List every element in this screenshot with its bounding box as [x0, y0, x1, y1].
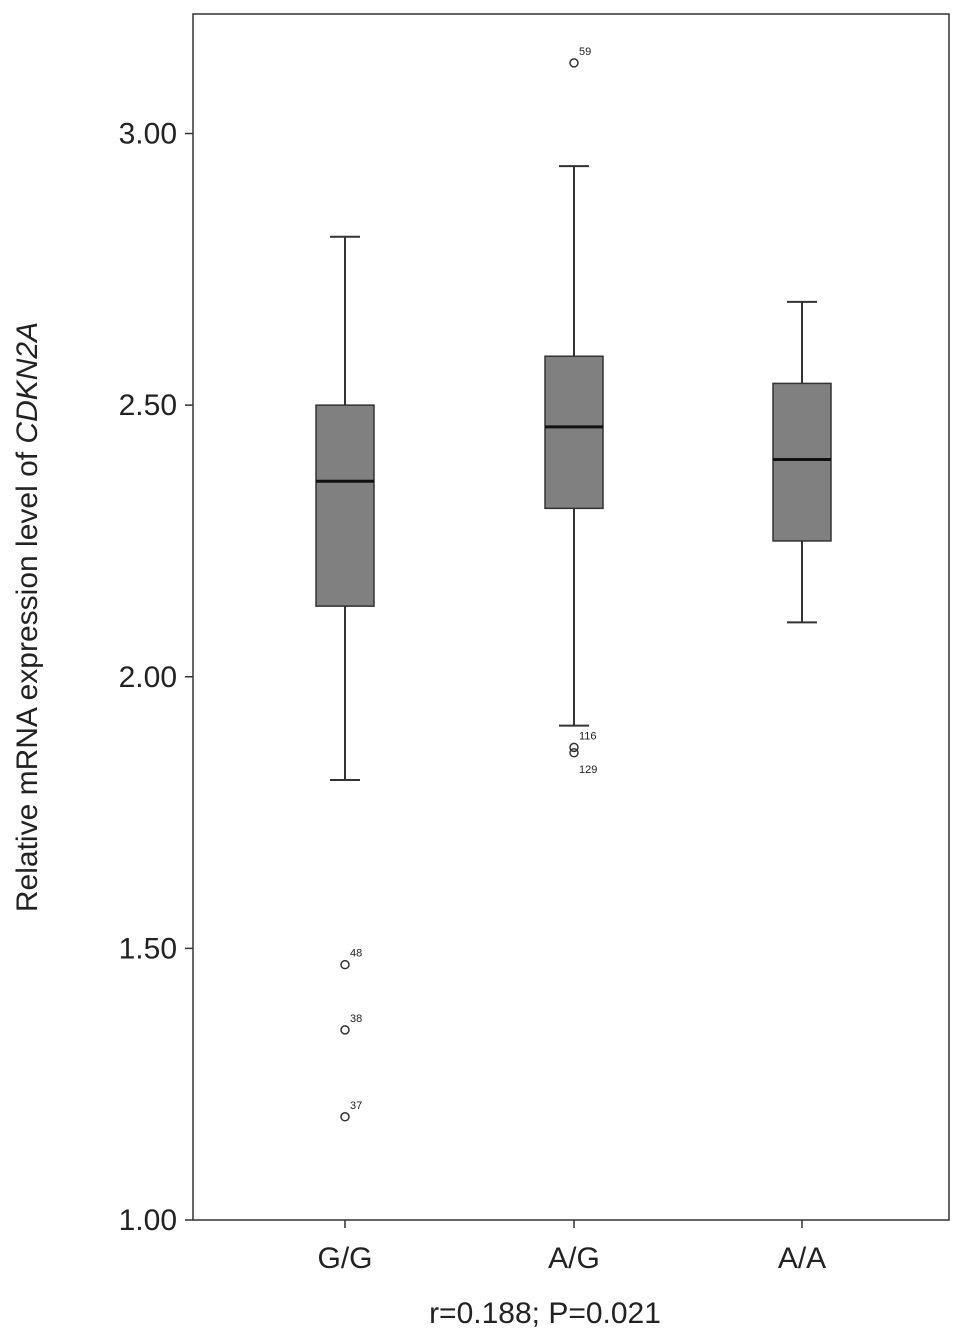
outlier-label: 129 [579, 764, 597, 776]
x-axis: G/G A/G A/A [317, 1220, 826, 1275]
y-axis: 1.00 1.50 2.00 2.50 3.00 [119, 118, 193, 1237]
x-axis-title: r=0.188; P=0.021 [429, 1297, 661, 1330]
box-group: 48 38 37 [315, 235, 375, 1122]
x-tick-label: A/G [548, 1242, 600, 1275]
y-axis-title: Relative mRNA expression level of CDKN2A [11, 322, 44, 912]
outlier-point [569, 58, 579, 68]
x-tick-label: G/G [317, 1242, 372, 1275]
outlier-label: 48 [350, 948, 362, 960]
outlier-label: 59 [579, 46, 591, 58]
box-group: 59 116 129 [544, 46, 604, 776]
plot-frame [192, 13, 950, 1221]
iqr-box [544, 355, 604, 510]
outlier-label: 38 [350, 1013, 362, 1025]
y-tick-label: 1.00 [119, 1204, 177, 1237]
x-tick-label: A/A [778, 1242, 826, 1275]
outlier-label: 116 [579, 730, 597, 742]
y-axis-title-gene: CDKN2A [11, 322, 44, 444]
outlier-point [340, 959, 350, 970]
y-axis-title-prefix: Relative mRNA expression level of [11, 444, 44, 913]
outlier-point [340, 1025, 350, 1035]
outlier-point [340, 1112, 350, 1122]
y-tick-label: 3.00 [119, 118, 177, 151]
outlier-label: 37 [350, 1100, 362, 1112]
y-tick-label: 2.00 [119, 661, 177, 694]
boxes: 48 38 37 59 116 129 [315, 46, 832, 1122]
iqr-box [315, 404, 375, 607]
y-tick-label: 2.50 [119, 389, 177, 422]
box-group [772, 300, 832, 624]
iqr-box [772, 382, 832, 542]
outlier-point [569, 748, 579, 758]
outlier-point [569, 742, 579, 753]
y-tick-label: 1.50 [119, 932, 177, 965]
